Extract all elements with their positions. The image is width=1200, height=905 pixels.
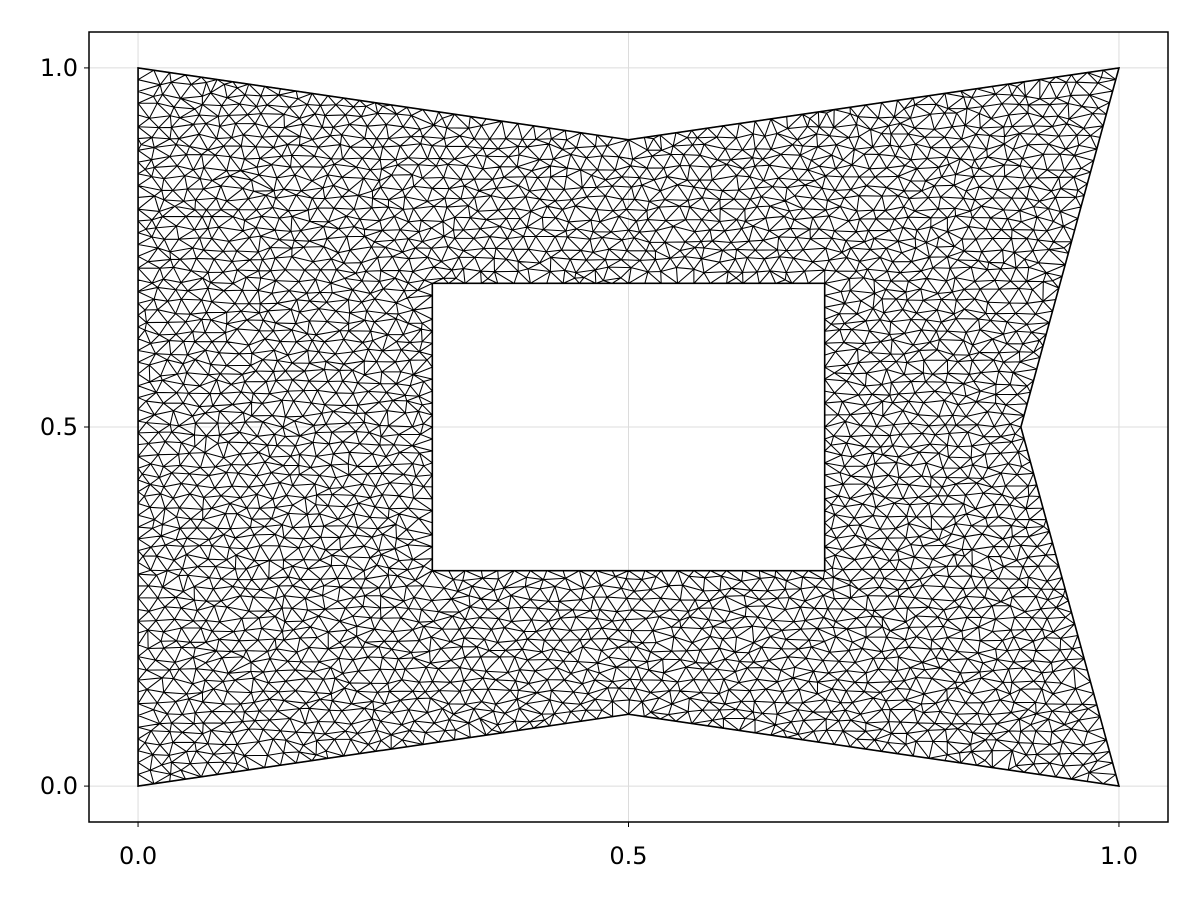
y-tick-label: 1.0 [40, 54, 78, 82]
x-tick-label: 0.5 [609, 842, 647, 870]
y-tick-label: 0.5 [40, 413, 78, 441]
x-tick-label: 0.0 [119, 842, 157, 870]
x-tick-label: 1.0 [1100, 842, 1138, 870]
x-axis: 0.0 0.5 1.0 [119, 822, 1138, 870]
y-tick-label: 0.0 [40, 772, 78, 800]
y-axis: 0.0 0.5 1.0 [40, 54, 89, 800]
